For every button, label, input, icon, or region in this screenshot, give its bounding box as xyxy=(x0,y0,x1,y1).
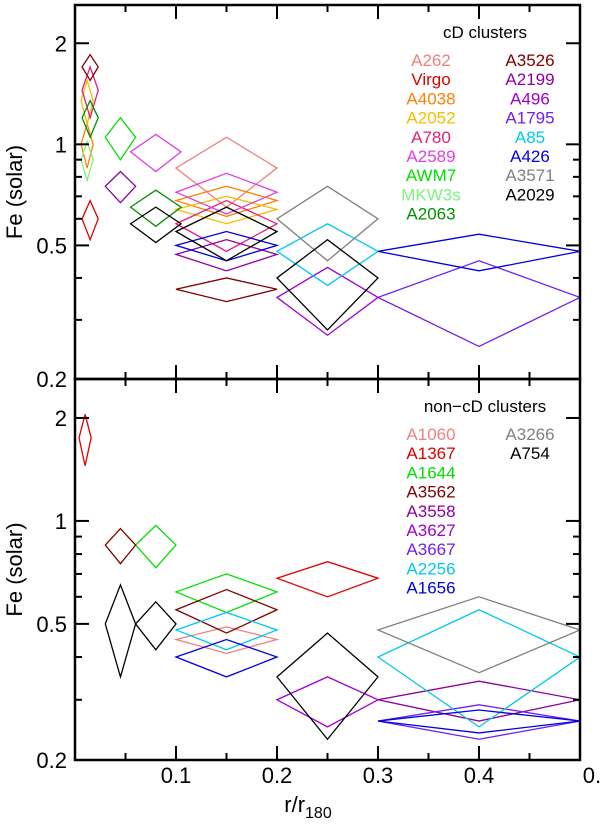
data-point-a1656 xyxy=(174,638,279,678)
data-point-a2029 xyxy=(174,206,279,262)
panel-bottom: 0.1 0.2 0.3 0.4 0.5 0.2 0.5 1 2 Fe (solar) r/r180 n… xyxy=(2,377,600,822)
y-tick-label: 2 xyxy=(55,31,67,56)
data-point-a2199 xyxy=(104,170,137,204)
data-point-a780 xyxy=(174,199,279,253)
y-tick-label: 1 xyxy=(55,132,67,157)
data-point-a2052 xyxy=(173,195,280,225)
data-point-a1367 xyxy=(275,561,380,598)
legend-entry-a2052: A2052 xyxy=(406,109,455,128)
legend-entry-a2256: A2256 xyxy=(406,559,455,578)
legend-entry-a3558: A3558 xyxy=(406,502,455,521)
data-point-a262 xyxy=(174,136,279,208)
legend-entry-a1656: A1656 xyxy=(406,579,455,598)
y-tick-label: 0.5 xyxy=(36,233,67,258)
data-point-a3526 xyxy=(175,277,278,303)
x-tick-label: 0.3 xyxy=(363,763,394,788)
y-tick-label: 0.2 xyxy=(36,748,67,773)
data-point-awm7 xyxy=(104,116,137,161)
legend-entry-a426: A426 xyxy=(510,147,550,166)
legend-entry-a1060: A1060 xyxy=(406,425,455,444)
legend: non−cD clusters A1060A1367A1644A3562A3558… xyxy=(406,397,554,598)
data-layer xyxy=(78,414,580,741)
legend-entry-mkw3s: MKW3s xyxy=(401,185,461,204)
legend-entry-a3562: A3562 xyxy=(406,483,455,502)
data-point-a2589 xyxy=(129,133,183,173)
data-point-a2256 xyxy=(376,609,580,728)
data-point-a2199 xyxy=(173,238,280,272)
data-point-a3266 xyxy=(376,596,580,674)
data-point-a3558 xyxy=(377,680,580,722)
data-point-a426 xyxy=(377,233,580,272)
data-point-a1644 xyxy=(134,524,177,569)
data-point-a496 xyxy=(275,266,380,337)
data-point-a754 xyxy=(276,632,379,741)
legend-entry-a3627: A3627 xyxy=(406,521,455,540)
data-point-a3627 xyxy=(275,676,380,728)
y-tick-label: 0.5 xyxy=(36,612,67,637)
data-point-a2063 xyxy=(81,99,99,139)
legend-title: non−cD clusters xyxy=(424,397,546,416)
data-point-a2052 xyxy=(80,78,94,127)
x-tick-label: 0.1 xyxy=(161,763,192,788)
y-axis-title: Fe (solar) xyxy=(2,145,27,239)
data-point-a2029 xyxy=(276,238,379,331)
legend-entry-a754: A754 xyxy=(510,444,550,463)
data-point-a3526 xyxy=(81,53,99,82)
data-point-a3562 xyxy=(104,527,137,565)
legend-entry-a262: A262 xyxy=(411,51,451,70)
legend-entry-a1795: A1795 xyxy=(505,109,554,128)
legend-entry-a2589: A2589 xyxy=(406,147,455,166)
data-point-a4038 xyxy=(80,121,94,169)
y-tick-label: 0.2 xyxy=(36,367,67,392)
data-point-a754 xyxy=(134,600,177,651)
plot-frame xyxy=(73,377,582,762)
x-tick-label: 0.4 xyxy=(464,763,495,788)
data-layer xyxy=(80,53,580,348)
y-axis-title: Fe (solar) xyxy=(2,522,27,616)
plot-frame xyxy=(73,3,582,381)
legend-title: cD clusters xyxy=(443,23,527,42)
x-axis-title: r/r180 xyxy=(284,792,332,822)
legend-entry-a1644: A1644 xyxy=(406,463,455,482)
data-point-a1644 xyxy=(174,573,279,614)
legend-entry-awm7: AWM7 xyxy=(406,166,456,185)
legend-entry-a2199: A2199 xyxy=(505,70,554,89)
legend-entry-a3526: A3526 xyxy=(505,51,554,70)
legend-entry-a3667: A3667 xyxy=(406,540,455,559)
y-tick-label: 2 xyxy=(55,406,67,431)
data-point-a1367 xyxy=(78,414,92,466)
data-point-a2063 xyxy=(129,189,183,228)
data-point-a1795 xyxy=(376,260,580,348)
data-point-a2589 xyxy=(174,172,279,215)
data-point-a2029 xyxy=(129,206,183,244)
data-point-a3571 xyxy=(275,185,380,262)
data-point-virgo xyxy=(81,198,99,242)
legend-entry-a780: A780 xyxy=(411,128,451,147)
legend-entry-virgo: Virgo xyxy=(411,70,450,89)
data-point-a1060 xyxy=(173,626,280,655)
legend-entry-a1367: A1367 xyxy=(406,444,455,463)
data-point-a1656 xyxy=(377,709,580,734)
legend: cD clustersA262VirgoA4038A2052A780A2589A… xyxy=(401,23,554,224)
legend-entry-a4038: A4038 xyxy=(406,89,455,108)
y-tick-label: 1 xyxy=(55,509,67,534)
data-point-a3562 xyxy=(174,588,279,634)
data-point-mkw3s xyxy=(80,139,94,183)
legend-entry-a496: A496 xyxy=(510,89,550,108)
x-tick-label: 0.5 xyxy=(583,763,600,788)
data-point-a85 xyxy=(275,223,380,287)
data-point-a4038 xyxy=(173,185,280,218)
x-tick-label: 0.2 xyxy=(262,763,293,788)
legend-entry-a2029: A2029 xyxy=(505,185,554,204)
legend-entry-a3266: A3266 xyxy=(505,425,554,444)
legend-entry-a2063: A2063 xyxy=(406,205,455,224)
data-point-a2256 xyxy=(174,611,279,651)
legend-entry-a85: A85 xyxy=(515,128,545,147)
legend-entry-a3571: A3571 xyxy=(505,166,554,185)
data-point-a426 xyxy=(173,230,280,262)
data-point-a754 xyxy=(104,583,137,680)
data-point-a3667 xyxy=(377,704,580,740)
